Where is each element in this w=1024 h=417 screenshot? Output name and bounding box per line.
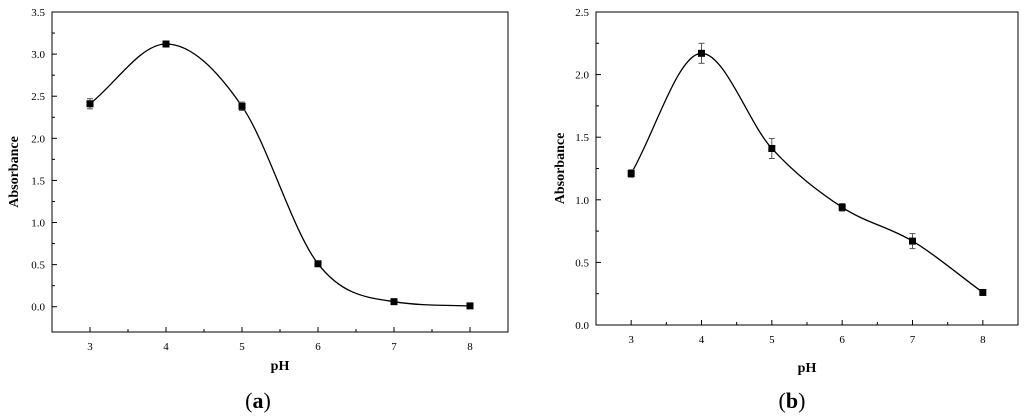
- x-tick-label: 3: [87, 341, 93, 353]
- x-tick-label: 3: [628, 334, 634, 346]
- chart-b: 0.0 0.5 1.0 1.5 2.0 2.5 3 4 5 6 7 8 pH Absorbance (b): [553, 7, 1019, 413]
- panel-label: (a): [245, 388, 271, 413]
- y-tick-label: 3.0: [31, 49, 45, 61]
- panel-label: (b): [779, 388, 806, 413]
- y-tick-label: 0.0: [31, 302, 45, 314]
- data-point: [466, 302, 474, 310]
- y-axis-title: Absorbance: [553, 133, 568, 205]
- x-tick-label: 5: [769, 334, 775, 346]
- panel-label-letter: b: [786, 388, 798, 413]
- data-point: [238, 102, 246, 110]
- y-tick-label: 0.5: [575, 257, 589, 269]
- y-tick-label: 0.5: [31, 260, 45, 272]
- x-tick-label: 5: [239, 341, 245, 353]
- y-axis-title: Absorbance: [7, 136, 22, 208]
- y-tick-label: 2.5: [575, 7, 589, 19]
- y-tick-label: 1.0: [575, 195, 589, 207]
- y-tick-label: 2.5: [31, 91, 45, 103]
- data-point: [627, 170, 635, 178]
- series-line: [630, 52, 984, 293]
- chart-a: 0.0 0.5 1.0 1.5 2.0 2.5 3.0 3.5 3 4 5 6 7 8 pH Absorban…: [7, 7, 509, 413]
- panel-label-letter: a: [253, 388, 264, 413]
- panel-label-open-paren: (: [245, 388, 252, 413]
- x-tick-label: 8: [467, 341, 473, 353]
- data-point: [390, 298, 398, 306]
- y-tick-label: 1.5: [575, 132, 589, 144]
- data-point: [86, 100, 94, 108]
- data-point: [698, 49, 705, 57]
- x-tick-label: 7: [391, 341, 397, 353]
- data-point: [162, 40, 170, 48]
- data-point: [314, 260, 322, 268]
- y-tick-label: 2.0: [575, 70, 589, 82]
- x-tick-label: 8: [980, 334, 986, 346]
- y-tick-label: 3.5: [31, 7, 45, 19]
- y-tick-label: 1.5: [31, 175, 45, 187]
- x-tick-label: 6: [315, 341, 321, 353]
- y-tick-label: 0.0: [575, 320, 589, 332]
- x-tick-label: 4: [163, 341, 169, 353]
- data-point: [909, 237, 916, 245]
- x-axis-title: pH: [271, 359, 290, 374]
- x-tick-label: 6: [839, 334, 845, 346]
- x-axis-title: pH: [798, 361, 817, 376]
- plot-frame: [595, 11, 1019, 326]
- panel-label-open-paren: (: [779, 388, 786, 413]
- plot-frame: [51, 11, 509, 333]
- panel-label-close-paren: ): [264, 388, 271, 413]
- x-tick-label: 4: [699, 334, 705, 346]
- data-point: [768, 144, 776, 152]
- data-point: [838, 203, 846, 211]
- series-line: [89, 43, 471, 307]
- data-point: [979, 288, 987, 296]
- y-tick-label: 1.0: [31, 218, 45, 230]
- x-tick-label: 7: [910, 334, 916, 346]
- y-tick-label: 2.0: [31, 133, 45, 145]
- panel-label-close-paren: ): [798, 388, 805, 413]
